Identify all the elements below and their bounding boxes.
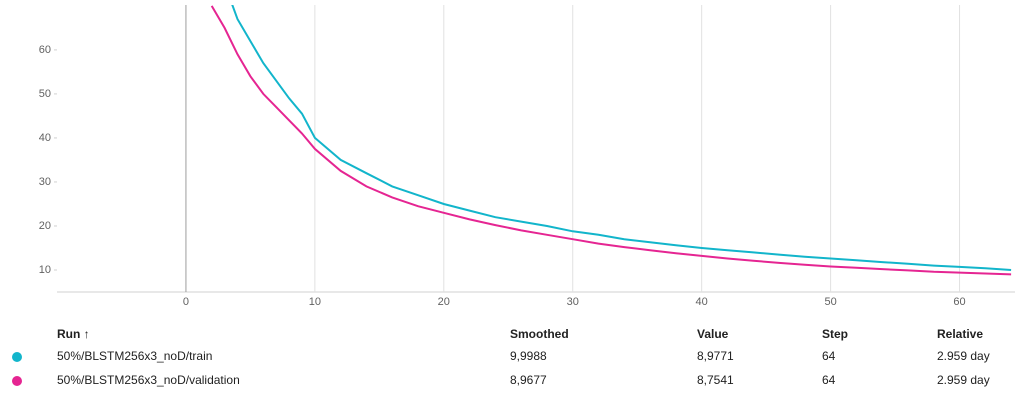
cell: 2.959 day bbox=[937, 349, 990, 363]
cell: 8,9677 bbox=[510, 373, 547, 387]
y-tick-label: 30 bbox=[39, 176, 51, 188]
series-line bbox=[231, 5, 1012, 271]
cell: 8,9771 bbox=[697, 349, 734, 363]
y-tick-label: 60 bbox=[39, 44, 51, 56]
x-tick-label: 40 bbox=[696, 296, 708, 308]
cell: 64 bbox=[822, 349, 836, 363]
run-name: 50%/BLSTM256x3_noD/validation bbox=[57, 373, 240, 387]
series-line bbox=[210, 5, 1012, 276]
x-tick-label: 10 bbox=[309, 296, 321, 308]
run-table: Run ↑ Smoothed Value Step Relative 50%/BLSTM2… bbox=[12, 327, 990, 387]
y-tick-label: 20 bbox=[39, 220, 51, 232]
cell: 2.959 day bbox=[937, 373, 990, 387]
column-header: Run ↑ bbox=[57, 327, 90, 341]
x-tick-label: 30 bbox=[567, 296, 579, 308]
column-header: Value bbox=[697, 327, 729, 341]
cell: 8,7541 bbox=[697, 373, 734, 387]
run-name: 50%/BLSTM256x3_noD/train bbox=[57, 349, 212, 363]
x-tick-label: 60 bbox=[953, 296, 965, 308]
y-tick-label: 50 bbox=[39, 88, 51, 100]
cell: 64 bbox=[822, 373, 836, 387]
plot-area bbox=[210, 5, 1012, 276]
column-header: Relative bbox=[937, 327, 983, 341]
column-header: Smoothed bbox=[510, 327, 569, 341]
y-tick-label: 10 bbox=[39, 264, 51, 276]
cell: 9,9988 bbox=[510, 349, 547, 363]
x-tick-label: 50 bbox=[824, 296, 836, 308]
column-header: Step bbox=[822, 327, 848, 341]
grid: 0 10 20 30 40 50 60 10 20 30 40 50 60 bbox=[39, 5, 1015, 308]
x-tick-label: 20 bbox=[438, 296, 450, 308]
x-tick-label: 0 bbox=[183, 296, 189, 308]
y-tick-label: 40 bbox=[39, 132, 51, 144]
run-color-dot bbox=[12, 352, 22, 362]
run-color-dot bbox=[12, 376, 22, 386]
